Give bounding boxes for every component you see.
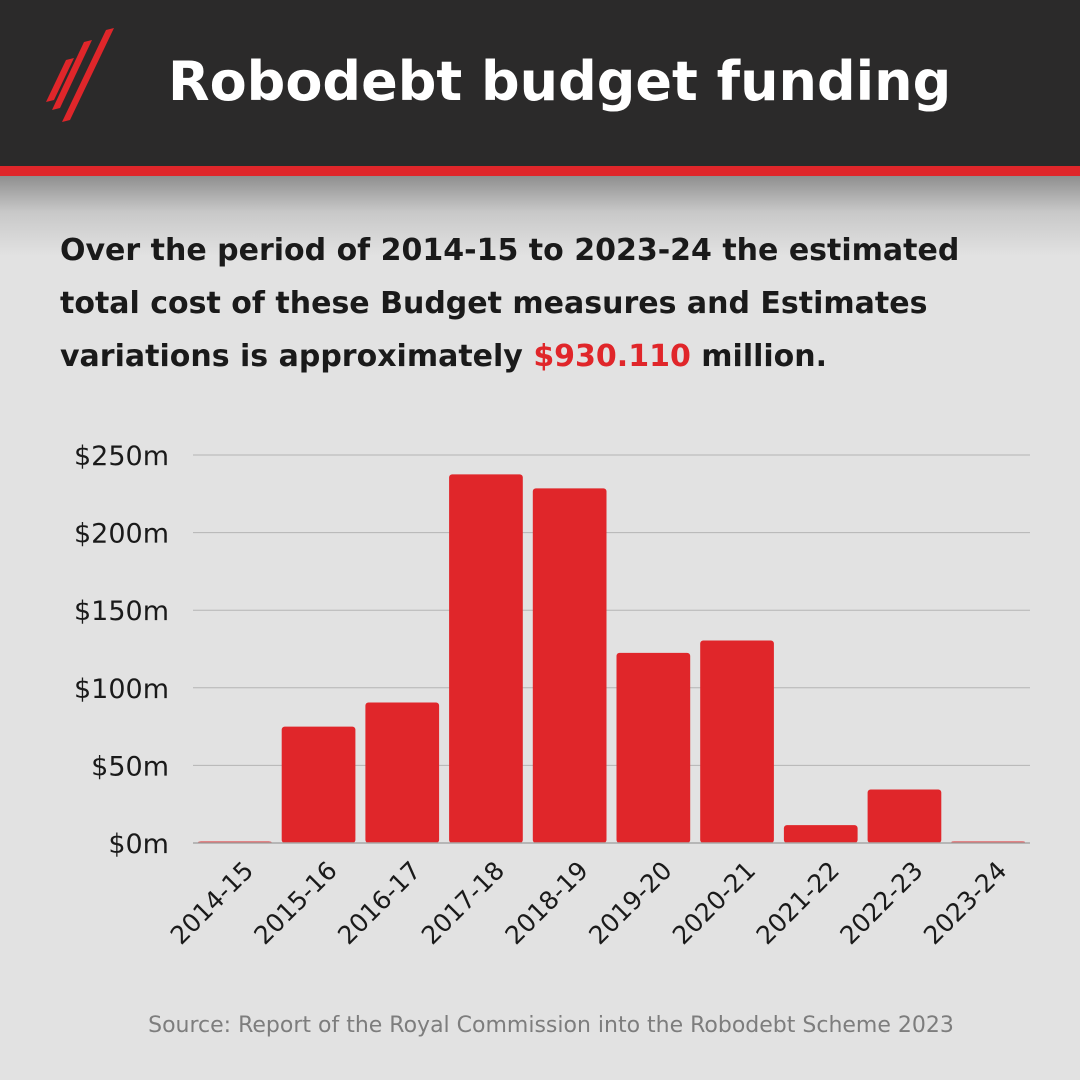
y-tick-label: $200m [74, 519, 169, 550]
bar [616, 652, 691, 843]
header-bar [0, 0, 1080, 166]
logo-stroke-1 [62, 28, 114, 122]
bar [281, 726, 356, 843]
bar [449, 474, 523, 843]
header-accent-stripe [0, 166, 1080, 176]
logo-stroke-2 [52, 40, 92, 110]
page-title: Robodebt budget funding [168, 50, 952, 113]
summary-text-after: million. [690, 339, 828, 374]
sbs-logo-icon [46, 28, 114, 122]
x-tick-label: 2023-24 [918, 856, 1012, 950]
x-tick-label: 2016-17 [332, 856, 426, 950]
y-tick-label: $0m [108, 829, 169, 860]
bar [532, 488, 607, 843]
summary-text: Over the period of 2014-15 to 2023-24 th… [60, 224, 1030, 383]
x-tick-label: 2022-23 [834, 856, 928, 950]
y-tick-label: $150m [74, 596, 169, 627]
x-tick-label: 2015-16 [248, 856, 342, 950]
y-tick-label: $250m [74, 441, 169, 472]
summary-text-before: Over the period of 2014-15 to 2023-24 th… [60, 233, 960, 374]
logo-stroke-3 [46, 58, 74, 102]
x-tick-label: 2018-19 [500, 856, 594, 950]
y-tick-label: $100m [74, 674, 169, 705]
x-tick-label: 2019-20 [583, 856, 677, 950]
bar [365, 702, 440, 843]
total-cost-highlight: $930.110 [533, 339, 691, 374]
bar [867, 789, 942, 843]
bar [700, 640, 774, 843]
x-tick-label: 2021-22 [751, 856, 845, 950]
x-tick-label: 2020-21 [667, 856, 761, 950]
bar [783, 825, 858, 843]
x-tick-label: 2014-15 [165, 856, 259, 950]
header-shadow [0, 176, 1080, 256]
source-note: Source: Report of the Royal Commission i… [148, 1013, 954, 1038]
y-tick-label: $50m [91, 751, 169, 782]
x-tick-label: 2017-18 [416, 856, 510, 950]
